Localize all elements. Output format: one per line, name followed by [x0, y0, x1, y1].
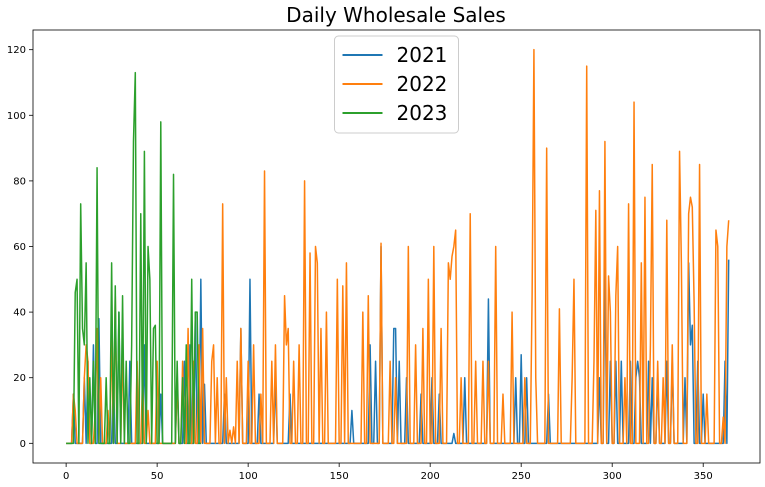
line-series — [66, 71, 201, 445]
x-tick-label: 200 — [421, 471, 440, 482]
x-tick-label: 100 — [239, 471, 258, 482]
y-tick-label: 120 — [7, 45, 26, 56]
legend-label: 2023 — [397, 101, 448, 125]
legend-label: 2021 — [397, 43, 448, 67]
x-tick-label: 250 — [512, 471, 531, 482]
x-tick-label: 0 — [63, 471, 69, 482]
x-tick-label: 150 — [330, 471, 349, 482]
x-tick-label: 50 — [151, 471, 164, 482]
legend-box — [334, 35, 459, 134]
y-tick-label: 60 — [13, 242, 26, 253]
chart-title: Daily Wholesale Sales — [286, 3, 506, 27]
y-tick-label: 100 — [7, 111, 26, 122]
x-tick-label: 300 — [603, 471, 622, 482]
legend-label: 2022 — [397, 72, 448, 96]
y-tick-label: 40 — [13, 308, 26, 319]
y-tick-label: 0 — [20, 439, 26, 450]
x-tick-label: 350 — [694, 471, 713, 482]
y-tick-label: 20 — [13, 373, 26, 384]
axes-frame — [32, 29, 761, 464]
y-tick-label: 80 — [13, 176, 26, 187]
